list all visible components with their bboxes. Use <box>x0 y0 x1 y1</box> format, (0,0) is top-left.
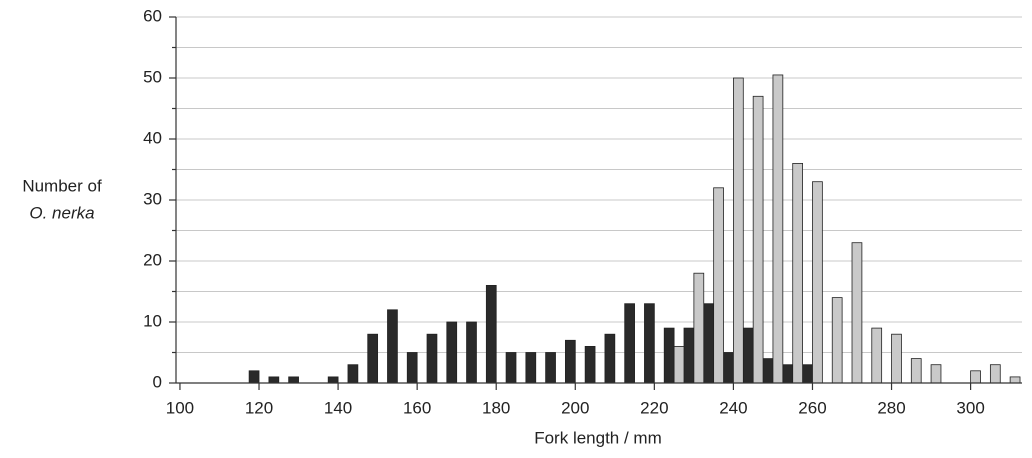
bar <box>871 327 883 384</box>
bar <box>989 364 1001 384</box>
y-axis-label: O. nerka <box>29 203 94 222</box>
bar <box>564 339 576 384</box>
bar <box>742 327 754 384</box>
y-axis-label: Number of <box>22 176 102 195</box>
bar <box>891 333 902 384</box>
bar <box>703 303 715 384</box>
x-tick-label: 160 <box>403 398 431 417</box>
bar <box>663 327 675 384</box>
bar <box>347 364 359 384</box>
bar <box>406 352 418 384</box>
x-tick-label: 220 <box>640 398 668 417</box>
bar <box>584 345 596 384</box>
bar <box>288 376 299 384</box>
bar <box>723 352 734 384</box>
y-tick-label: 50 <box>143 67 162 86</box>
bar <box>673 345 685 384</box>
bar <box>683 327 695 384</box>
y-tick-label: 40 <box>143 128 162 147</box>
bar <box>604 333 616 384</box>
bar <box>713 187 724 384</box>
x-tick-label: 300 <box>956 398 984 417</box>
bar <box>762 358 774 384</box>
bar <box>831 297 843 384</box>
x-axis-label: Fork length / mm <box>534 428 662 447</box>
bar <box>505 352 517 384</box>
bar <box>367 333 379 384</box>
bar <box>930 364 942 384</box>
bar <box>851 242 863 384</box>
bar <box>812 181 823 384</box>
bar <box>525 352 537 384</box>
y-tick-label: 60 <box>143 6 162 25</box>
bar <box>910 358 922 384</box>
bar <box>426 333 438 384</box>
bar <box>752 95 764 384</box>
bar <box>248 370 260 384</box>
y-tick-label: 10 <box>143 311 162 330</box>
x-tick-label: 180 <box>482 398 510 417</box>
bar <box>792 162 803 384</box>
bar <box>733 77 744 384</box>
y-tick-label: 30 <box>143 189 162 208</box>
bar <box>268 376 280 384</box>
x-tick-label: 100 <box>166 398 194 417</box>
x-tick-label: 240 <box>719 398 747 417</box>
bar <box>327 376 339 384</box>
x-tick-label: 140 <box>324 398 352 417</box>
bar <box>693 272 705 384</box>
bar <box>466 321 477 384</box>
y-tick-label: 0 <box>153 372 162 391</box>
bar <box>782 364 794 384</box>
bar <box>485 284 497 384</box>
bar <box>1009 376 1021 384</box>
x-tick-label: 280 <box>877 398 905 417</box>
bar <box>772 74 784 384</box>
x-tick-label: 260 <box>798 398 826 417</box>
bar <box>545 352 556 384</box>
bar <box>387 309 398 384</box>
bar <box>624 303 635 384</box>
bar <box>970 370 981 384</box>
bar <box>644 303 655 384</box>
x-tick-label: 120 <box>245 398 273 417</box>
x-tick-label: 200 <box>561 398 589 417</box>
bar <box>446 321 458 384</box>
bar <box>802 364 813 384</box>
y-tick-label: 20 <box>143 250 162 269</box>
